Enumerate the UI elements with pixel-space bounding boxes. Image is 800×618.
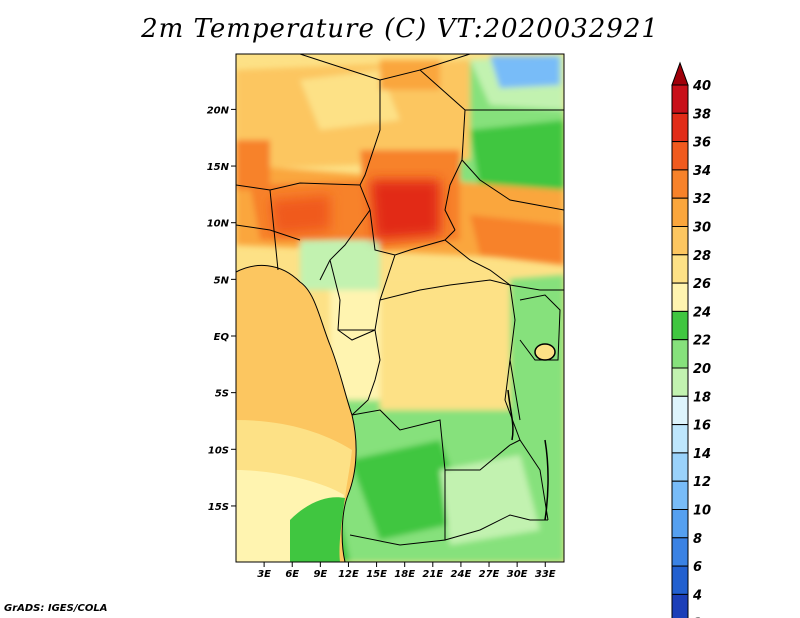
colorbar-label: 12 <box>693 475 711 490</box>
field-west-max <box>270 195 330 235</box>
colorbar-swatch <box>671 254 689 284</box>
colorbar-swatch <box>671 339 689 369</box>
lon-label: 9E <box>313 569 327 580</box>
colorbar-swatch <box>671 310 689 341</box>
colorbar-swatch <box>671 112 689 143</box>
colorbar-swatch <box>671 367 689 397</box>
colorbar-swatch <box>671 424 689 454</box>
field-ne-blue <box>490 56 560 88</box>
colorbar-swatch <box>671 537 689 567</box>
colorbar-label: 20 <box>693 362 711 377</box>
colorbar-label: 26 <box>693 277 711 292</box>
lat-label: 5S <box>215 389 229 400</box>
colorbar-label: 22 <box>693 334 711 349</box>
colorbar-label: 36 <box>693 136 711 151</box>
colorbar-swatch <box>671 509 689 539</box>
colorbar-label: 18 <box>693 390 711 405</box>
colorbar-label: 8 <box>693 532 702 547</box>
latitude-labels: 20N 15N 10N 5N EQ 5S 10S 15S <box>207 105 236 513</box>
lon-label: 18E <box>394 569 415 580</box>
field-congo <box>380 280 510 410</box>
colorbar-swatch <box>671 565 689 595</box>
colorbar-label: 34 <box>693 164 711 179</box>
colorbar-label: 24 <box>693 305 711 320</box>
colorbar-swatch <box>671 169 689 199</box>
field-coast-green <box>290 497 345 562</box>
colorbar-swatch <box>671 480 689 511</box>
field-east-green-dark <box>470 120 564 200</box>
lat-label: 15N <box>207 162 230 173</box>
colorbar-swatch <box>671 226 689 256</box>
lat-label: 10S <box>208 445 229 456</box>
chart-title: 2m Temperature (C) VT:2020032921 <box>141 14 659 44</box>
field-max-hot <box>370 180 440 240</box>
lon-label: 6E <box>285 569 299 580</box>
field-south-light <box>440 455 540 545</box>
map-lakes <box>507 343 556 521</box>
lon-label: 15E <box>366 569 387 580</box>
colorbar-swatch <box>671 395 689 426</box>
colorbar-label: 38 <box>693 107 711 122</box>
lat-label: 5N <box>214 275 230 286</box>
lon-label: 21E <box>422 569 443 580</box>
colorbar-top-arrow <box>671 61 689 86</box>
lon-label: 12E <box>338 569 359 580</box>
colorbar-swatch <box>671 452 689 482</box>
colorbar-swatch <box>671 141 689 171</box>
field-north-warm <box>380 60 440 90</box>
colorbar-swatch <box>671 197 689 227</box>
field-lakes-green <box>500 275 564 430</box>
lon-label: 33E <box>535 569 556 580</box>
colorbar-label: 6 <box>693 560 702 575</box>
colorbar: 246810121416182022242628303234363840 <box>671 61 711 618</box>
colorbar-label: 30 <box>693 221 711 236</box>
longitude-labels: 3E 6E 9E 12E 15E 18E 21E 24E 27E 30E 33E <box>257 562 556 580</box>
map-borders <box>236 54 564 562</box>
lat-label: 15S <box>208 502 229 513</box>
map-field <box>236 54 564 562</box>
field-west-hot <box>236 140 270 190</box>
field-sahara-mild <box>300 70 400 130</box>
colorbar-label: 16 <box>693 419 711 434</box>
map-frame <box>235 53 565 563</box>
colorbar-swatch <box>671 84 689 114</box>
field-south-green-dark <box>350 440 470 540</box>
grads-credit: GrADS: IGES/COLA <box>4 603 108 614</box>
colorbar-swatch <box>671 282 689 312</box>
colorbar-label: 14 <box>693 447 711 462</box>
field-cameroon-green <box>300 240 380 290</box>
lon-label: 30E <box>507 569 528 580</box>
lon-label: 24E <box>451 569 472 580</box>
lat-label: 20N <box>207 105 230 116</box>
colorbar-label: 2 <box>693 617 702 618</box>
colorbar-swatch <box>671 593 689 618</box>
lon-label: 3E <box>257 569 271 580</box>
colorbar-label: 40 <box>692 79 711 94</box>
colorbar-label: 4 <box>692 588 702 603</box>
colorbar-label: 32 <box>693 192 711 207</box>
field-sudan-hot <box>470 215 564 265</box>
colorbar-label: 28 <box>693 249 711 264</box>
colorbar-label: 10 <box>693 504 711 519</box>
lat-label: EQ <box>214 332 230 343</box>
lon-label: 27E <box>479 569 500 580</box>
lat-label: 10N <box>207 219 230 230</box>
